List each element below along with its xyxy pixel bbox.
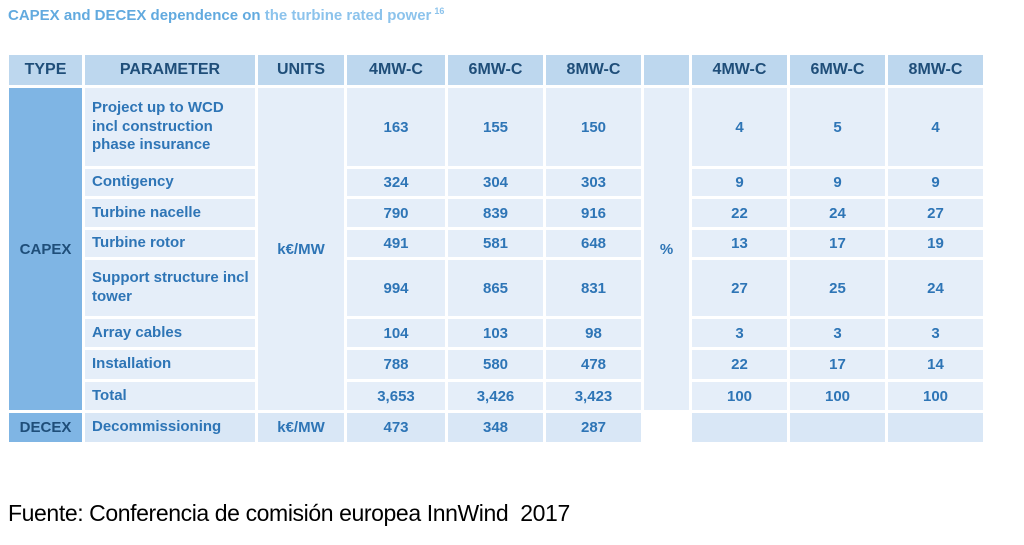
value-cell: 303 xyxy=(546,169,641,196)
percent-value-cell: 22 xyxy=(692,199,787,227)
value-cell: 790 xyxy=(347,199,445,227)
percent-value-cell: 4 xyxy=(888,88,983,166)
percent-value-cell: 9 xyxy=(790,169,885,196)
value-cell: 150 xyxy=(546,88,641,166)
value-cell: 3,653 xyxy=(347,382,445,410)
value-cell: 994 xyxy=(347,260,445,316)
header-4mw-pct: 4MW-C xyxy=(692,55,787,85)
percent-value-cell: 3 xyxy=(790,319,885,347)
parameter-cell: Support structure incl tower xyxy=(85,260,255,316)
percent-units-cell: % xyxy=(644,88,689,410)
percent-value-cell: 27 xyxy=(888,199,983,227)
parameter-cell: Turbine nacelle xyxy=(85,199,255,227)
header-4mw-cost: 4MW-C xyxy=(347,55,445,85)
percent-value-cell: 17 xyxy=(790,350,885,379)
value-cell: 839 xyxy=(448,199,543,227)
header-gap xyxy=(644,55,689,85)
percent-value-cell: 24 xyxy=(888,260,983,316)
parameter-cell: Decommissioning xyxy=(85,413,255,442)
percent-value-cell xyxy=(692,413,787,442)
value-cell: 916 xyxy=(546,199,641,227)
table-row: Contigency 324 304 303 9 9 9 xyxy=(9,169,983,196)
percent-value-cell: 5 xyxy=(790,88,885,166)
capex-type-cell: CAPEX xyxy=(9,88,82,410)
percent-value-cell: 9 xyxy=(888,169,983,196)
parameter-cell: Installation xyxy=(85,350,255,379)
table-row: CAPEX Project up to WCD incl constructio… xyxy=(9,88,983,410)
value-cell: 580 xyxy=(448,350,543,379)
table-row: Support structure incl tower 994 865 831… xyxy=(9,260,983,316)
header-parameter: PARAMETER xyxy=(85,55,255,85)
table-row: Installation 788 580 478 22 17 14 xyxy=(9,350,983,379)
units-cell: k€/MW xyxy=(258,413,344,442)
value-cell: 163 xyxy=(347,88,445,166)
value-cell: 648 xyxy=(546,230,641,257)
header-8mw-cost: 8MW-C xyxy=(546,55,641,85)
percent-value-cell: 100 xyxy=(888,382,983,410)
percent-value-cell: 3 xyxy=(888,319,983,347)
value-cell: 478 xyxy=(546,350,641,379)
decex-type-cell: DECEX xyxy=(9,413,82,442)
percent-value-cell: 100 xyxy=(790,382,885,410)
percent-value-cell: 24 xyxy=(790,199,885,227)
percent-value-cell: 3 xyxy=(692,319,787,347)
percent-value-cell: 9 xyxy=(692,169,787,196)
value-cell: 304 xyxy=(448,169,543,196)
percent-value-cell: 27 xyxy=(692,260,787,316)
value-cell: 103 xyxy=(448,319,543,347)
value-cell: 3,423 xyxy=(546,382,641,410)
parameter-cell: Contigency xyxy=(85,169,255,196)
header-6mw-pct: 6MW-C xyxy=(790,55,885,85)
table-row: Turbine nacelle 790 839 916 22 24 27 xyxy=(9,199,983,227)
units-cell: k€/MW xyxy=(258,88,344,410)
value-cell: 287 xyxy=(546,413,641,442)
percent-value-cell: 25 xyxy=(790,260,885,316)
percent-value-cell: 17 xyxy=(790,230,885,257)
source-caption: Fuente: Conferencia de comisión europea … xyxy=(8,500,570,526)
value-cell: 865 xyxy=(448,260,543,316)
parameter-cell: Turbine rotor xyxy=(85,230,255,257)
gap-cell xyxy=(644,413,689,442)
header-row: TYPE PARAMETER UNITS 4MW-C 6MW-C 8MW-C 4… xyxy=(9,55,983,85)
percent-value-cell: 22 xyxy=(692,350,787,379)
header-6mw-cost: 6MW-C xyxy=(448,55,543,85)
table-row: Array cables 104 103 98 3 3 3 xyxy=(9,319,983,347)
header-units: UNITS xyxy=(258,55,344,85)
value-cell: 473 xyxy=(347,413,445,442)
percent-value-cell: 14 xyxy=(888,350,983,379)
table-row: Turbine rotor 491 581 648 13 17 19 xyxy=(9,230,983,257)
page-title: CAPEX and DECEX dependence on the turbin… xyxy=(8,6,444,24)
title-light: the turbine rated power xyxy=(260,7,432,24)
percent-value-cell: 13 xyxy=(692,230,787,257)
value-cell: 155 xyxy=(448,88,543,166)
value-cell: 581 xyxy=(448,230,543,257)
percent-value-cell xyxy=(790,413,885,442)
value-cell: 491 xyxy=(347,230,445,257)
percent-value-cell: 19 xyxy=(888,230,983,257)
value-cell: 104 xyxy=(347,319,445,347)
parameter-cell: Project up to WCD incl construction phas… xyxy=(85,88,255,166)
value-cell: 3,426 xyxy=(448,382,543,410)
table-row: Total 3,653 3,426 3,423 100 100 100 xyxy=(9,382,983,410)
header-type: TYPE xyxy=(9,55,82,85)
value-cell: 98 xyxy=(546,319,641,347)
title-superscript: 16 xyxy=(434,6,445,16)
parameter-cell: Array cables xyxy=(85,319,255,347)
percent-value-cell: 4 xyxy=(692,88,787,166)
value-cell: 831 xyxy=(546,260,641,316)
value-cell: 324 xyxy=(347,169,445,196)
percent-value-cell xyxy=(888,413,983,442)
title-bold: CAPEX and DECEX dependence on xyxy=(8,7,261,24)
capex-decex-table: TYPE PARAMETER UNITS 4MW-C 6MW-C 8MW-C 4… xyxy=(6,52,986,445)
value-cell: 788 xyxy=(347,350,445,379)
table-row-decex: DECEX Decommissioning k€/MW 473 348 287 xyxy=(9,413,983,442)
header-8mw-pct: 8MW-C xyxy=(888,55,983,85)
parameter-cell: Total xyxy=(85,382,255,410)
percent-value-cell: 100 xyxy=(692,382,787,410)
value-cell: 348 xyxy=(448,413,543,442)
